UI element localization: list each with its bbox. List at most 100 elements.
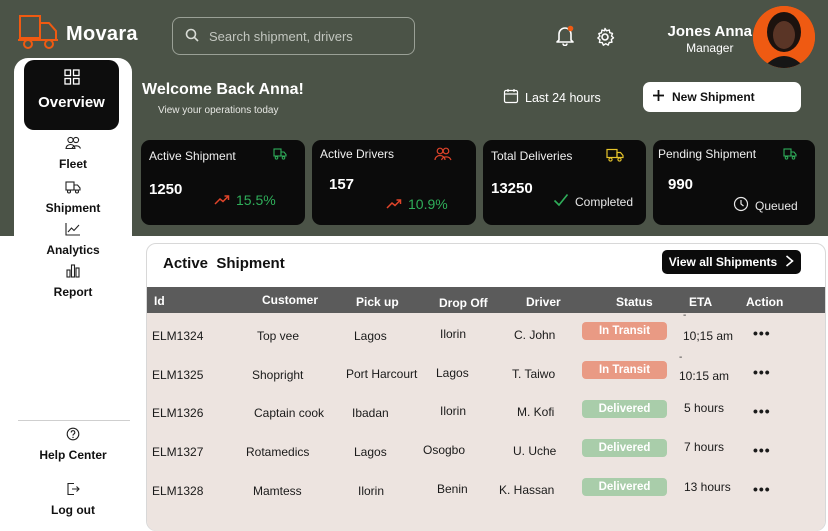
stat-title: Total Deliveries (491, 149, 573, 163)
cell-id: ELM1326 (152, 406, 204, 420)
checkmark-icon (553, 193, 569, 210)
sidebar-item-analytics[interactable]: Analytics (14, 222, 132, 257)
active-shipment-panel: Active Shipment View all Shipments Id Cu… (146, 243, 826, 531)
welcome-section: Welcome Back Anna! View your operations … (142, 81, 304, 116)
column-header-eta: ETA (689, 295, 713, 309)
cell-driver: C. John (514, 328, 556, 342)
table-row[interactable]: ELM1328 Mamtess Ilorin Benin K. Hassan D… (147, 469, 825, 508)
trend-up-icon (386, 196, 402, 212)
sidebar-item-fleet[interactable]: Fleet (14, 136, 132, 171)
cell-customer: Rotamedics (246, 445, 310, 459)
cell-pickup: Lagos (354, 329, 387, 343)
gear-icon[interactable] (595, 27, 615, 52)
table-header: Id Customer Pick up Drop Off Driver Stat… (147, 287, 825, 313)
cell-eta: 5 hours (684, 401, 725, 415)
sidebar-item-label: Report (53, 285, 93, 299)
cell-dropoff: Lagos (436, 366, 469, 380)
cell-eta: 7 hours (684, 440, 725, 454)
cell-dropoff: Benin (437, 482, 468, 496)
row-actions-menu[interactable]: ••• (753, 481, 771, 497)
notification-bell-icon[interactable] (554, 24, 576, 51)
stat-title: Active Shipment (149, 149, 236, 163)
users-icon (434, 147, 452, 166)
status-badge: Delivered (582, 478, 667, 496)
eta-prefix: - (683, 310, 687, 321)
sidebar-item-label: Help Center (39, 448, 107, 462)
app-logo[interactable]: Movara (18, 14, 138, 55)
truck-icon (273, 147, 287, 165)
date-range-selector[interactable]: Last 24 hours (503, 88, 601, 107)
status-badge: In Transit (582, 361, 667, 379)
search-box[interactable] (172, 17, 415, 55)
stat-trend: 15.5% (214, 192, 276, 208)
row-actions-menu[interactable]: ••• (753, 364, 771, 380)
logout-icon (66, 482, 80, 500)
trend-value: 10.9% (408, 196, 448, 212)
stat-title: Pending Shipment (658, 147, 757, 161)
sidebar-item-shipment[interactable]: Shipment (14, 180, 132, 215)
sidebar-item-logout[interactable]: Log out (14, 482, 132, 517)
cell-pickup: Lagos (354, 445, 387, 459)
sidebar-item-overview[interactable]: Overview (24, 60, 119, 130)
stat-title: Active Drivers (320, 147, 395, 161)
cell-driver: U. Uche (513, 444, 557, 458)
stat-card-pending-shipment[interactable]: Pending Shipment 990 Queued (653, 140, 815, 225)
cell-id: ELM1324 (152, 329, 204, 343)
grid-icon (63, 69, 80, 89)
user-info[interactable]: Jones Anna Manager (668, 23, 752, 55)
table-row[interactable]: ELM1325 Shopright Port Harcourt Lagos T.… (147, 352, 825, 391)
calendar-icon (503, 88, 519, 107)
user-name: Jones Anna (667, 23, 752, 40)
truck-icon (606, 148, 624, 167)
plus-icon (652, 89, 665, 105)
table-body: ELM1324 Top vee Lagos Ilorin C. John In … (147, 310, 825, 531)
users-icon (65, 136, 82, 154)
sidebar: Overview Fleet Shipment Analytics Report… (14, 58, 132, 530)
sidebar-item-label: Overview (38, 94, 105, 111)
search-icon (185, 28, 199, 45)
stat-trend: 10.9% (386, 196, 448, 212)
row-actions-menu[interactable]: ••• (753, 442, 771, 458)
cell-id: ELM1327 (152, 445, 204, 459)
stat-card-active-drivers[interactable]: Active Drivers 157 10.9% (312, 140, 476, 225)
user-role: Manager (686, 41, 734, 55)
avatar[interactable] (753, 6, 815, 68)
stat-card-total-deliveries[interactable]: Total Deliveries 13250 Completed (483, 140, 646, 225)
column-header-dropoff: Drop Off (439, 296, 488, 310)
search-input[interactable] (209, 28, 399, 44)
bar-chart-icon (65, 264, 81, 282)
help-icon (66, 427, 80, 445)
stat-value: 13250 (491, 180, 533, 197)
new-shipment-button[interactable]: New Shipment (643, 82, 801, 112)
cell-driver: K. Hassan (499, 483, 555, 497)
sidebar-item-label: Fleet (58, 157, 87, 171)
cell-customer: Mamtess (253, 484, 302, 498)
note-label: Queued (755, 198, 798, 213)
line-chart-icon (65, 223, 81, 240)
row-actions-menu[interactable]: ••• (753, 403, 771, 419)
welcome-subtitle: View your operations today (158, 105, 279, 116)
truck-icon (65, 181, 81, 198)
sidebar-item-help-center[interactable]: Help Center (14, 427, 132, 462)
panel-title: Active Shipment (163, 255, 285, 272)
table-row[interactable]: ELM1324 Top vee Lagos Ilorin C. John In … (147, 310, 825, 352)
cell-pickup: Port Harcourt (346, 367, 418, 381)
stat-note: Completed (553, 193, 633, 210)
row-actions-menu[interactable]: ••• (753, 325, 771, 341)
cell-eta: 10:15 am (679, 369, 730, 383)
sidebar-divider (18, 420, 130, 421)
sidebar-item-label: Log out (51, 503, 95, 517)
date-range-label: Last 24 hours (525, 90, 601, 105)
chevron-right-icon (785, 254, 794, 270)
cell-driver: M. Kofi (517, 405, 555, 419)
sidebar-item-label: Shipment (45, 201, 101, 215)
view-all-shipments-button[interactable]: View all Shipments (662, 250, 801, 274)
app-name: Movara (66, 23, 138, 45)
welcome-title: Welcome Back Anna! (142, 81, 304, 98)
table-row[interactable]: ELM1327 Rotamedics Lagos Osogbo U. Uche … (147, 430, 825, 469)
stat-card-active-shipment[interactable]: Active Shipment 1250 15.5% (141, 140, 305, 225)
status-badge: Delivered (582, 439, 667, 457)
column-header-id: Id (154, 294, 165, 308)
table-row[interactable]: ELM1326 Captain cook Ibadan Ilorin M. Ko… (147, 391, 825, 430)
sidebar-item-report[interactable]: Report (14, 264, 132, 299)
